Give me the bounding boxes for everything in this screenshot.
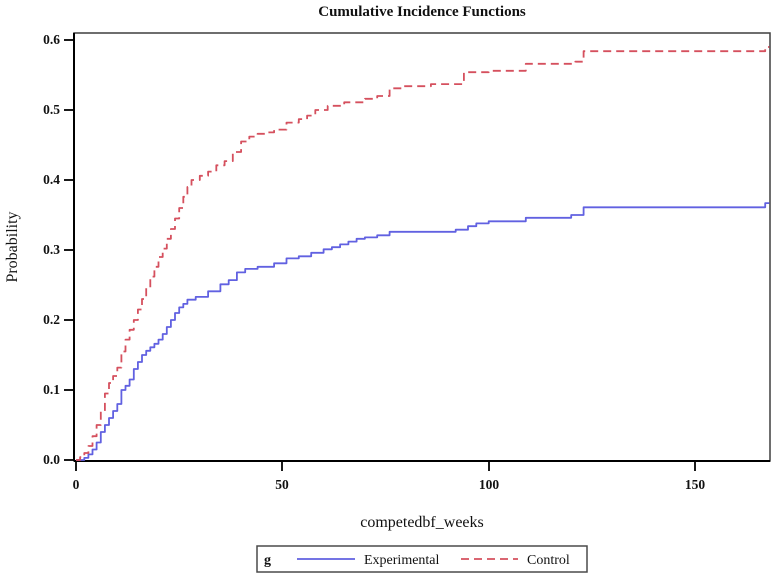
plot-frame xyxy=(73,32,771,462)
y-tick-label: 0.3 xyxy=(43,242,60,257)
chart-title: Cumulative Incidence Functions xyxy=(318,4,526,20)
y-tick-label: 0.6 xyxy=(43,32,60,47)
x-tick-labels: 0 50 100 150 xyxy=(73,477,706,492)
y-tick-label: 0.1 xyxy=(43,382,60,397)
y-tick-label: 0.4 xyxy=(43,172,60,187)
x-tick-label: 150 xyxy=(685,477,706,492)
y-tick-labels: 0.0 0.1 0.2 0.3 0.4 0.5 0.6 xyxy=(43,32,60,467)
y-tick-label: 0.0 xyxy=(43,452,60,467)
experimental-curve xyxy=(76,202,770,461)
x-tick-label: 0 xyxy=(73,477,80,492)
legend-group-label: g xyxy=(264,553,271,568)
y-tick-marks xyxy=(64,39,74,461)
control-curve xyxy=(76,46,770,461)
x-axis-label: competedbf_weeks xyxy=(360,514,484,531)
x-tick-label: 100 xyxy=(479,477,500,492)
y-tick-label: 0.2 xyxy=(43,312,60,327)
x-tick-label: 50 xyxy=(275,477,289,492)
y-tick-label: 0.5 xyxy=(43,102,60,117)
x-tick-marks xyxy=(75,461,696,471)
legend-label-experimental: Experimental xyxy=(364,553,440,568)
legend-label-control: Control xyxy=(527,553,570,568)
y-axis-label: Probability xyxy=(4,211,21,282)
legend: g Experimental Control xyxy=(256,545,588,573)
